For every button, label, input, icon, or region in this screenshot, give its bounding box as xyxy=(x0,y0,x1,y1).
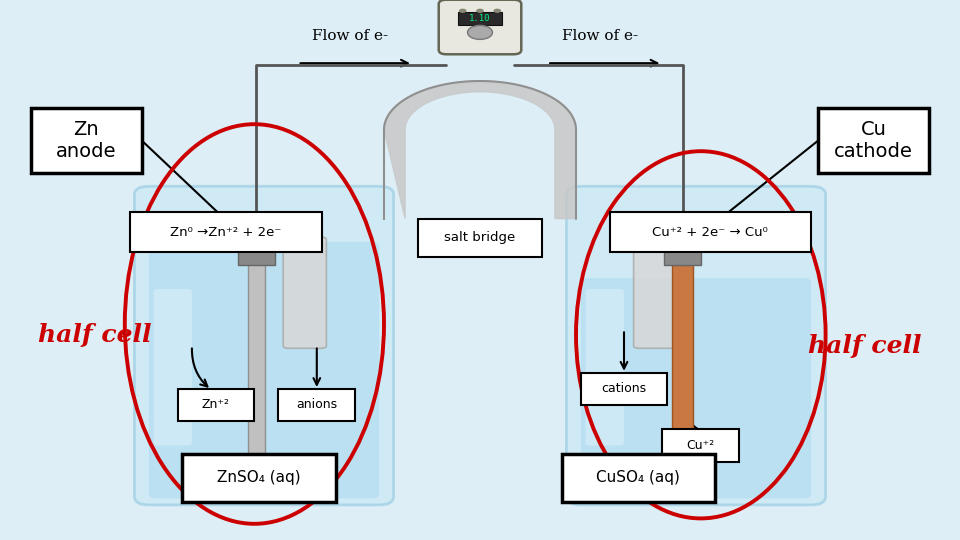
Text: Flow of e-: Flow of e- xyxy=(562,29,638,43)
FancyBboxPatch shape xyxy=(278,389,355,421)
FancyBboxPatch shape xyxy=(586,289,624,446)
Polygon shape xyxy=(384,81,576,219)
FancyBboxPatch shape xyxy=(610,212,811,252)
Text: Zn⁺²: Zn⁺² xyxy=(202,399,230,411)
FancyBboxPatch shape xyxy=(662,429,739,462)
FancyBboxPatch shape xyxy=(418,219,542,256)
FancyBboxPatch shape xyxy=(149,242,379,498)
FancyBboxPatch shape xyxy=(238,248,275,265)
FancyBboxPatch shape xyxy=(818,108,929,173)
FancyBboxPatch shape xyxy=(134,186,394,505)
Text: CuSO₄ (aq): CuSO₄ (aq) xyxy=(596,470,681,485)
Text: half cell: half cell xyxy=(38,323,152,347)
Text: 1.10: 1.10 xyxy=(469,14,491,23)
FancyBboxPatch shape xyxy=(562,454,715,502)
Circle shape xyxy=(493,9,501,13)
FancyBboxPatch shape xyxy=(130,212,322,252)
Text: Cu⁺² + 2e⁻ → Cu⁰: Cu⁺² + 2e⁻ → Cu⁰ xyxy=(653,226,768,239)
Text: anions: anions xyxy=(297,399,337,411)
Text: Flow of e-: Flow of e- xyxy=(312,29,389,43)
FancyBboxPatch shape xyxy=(566,186,826,505)
FancyBboxPatch shape xyxy=(634,237,677,348)
Text: salt bridge: salt bridge xyxy=(444,231,516,244)
Circle shape xyxy=(476,9,484,13)
Text: Cu
cathode: Cu cathode xyxy=(834,120,913,161)
FancyBboxPatch shape xyxy=(154,289,192,446)
Text: ZnSO₄ (aq): ZnSO₄ (aq) xyxy=(217,470,301,485)
Text: half cell: half cell xyxy=(808,334,922,357)
FancyBboxPatch shape xyxy=(178,389,254,421)
FancyBboxPatch shape xyxy=(581,278,811,498)
FancyBboxPatch shape xyxy=(31,108,142,173)
FancyBboxPatch shape xyxy=(664,248,701,265)
FancyBboxPatch shape xyxy=(672,254,693,481)
FancyBboxPatch shape xyxy=(439,0,521,55)
Text: Cu⁺²: Cu⁺² xyxy=(686,439,715,452)
FancyBboxPatch shape xyxy=(182,454,336,502)
FancyBboxPatch shape xyxy=(581,373,667,405)
Text: Zn⁰ →Zn⁺² + 2e⁻: Zn⁰ →Zn⁺² + 2e⁻ xyxy=(170,226,281,239)
FancyBboxPatch shape xyxy=(248,254,265,481)
Circle shape xyxy=(459,9,467,13)
FancyBboxPatch shape xyxy=(283,237,326,348)
Circle shape xyxy=(468,25,492,39)
FancyBboxPatch shape xyxy=(458,12,502,25)
Text: cations: cations xyxy=(601,382,647,395)
Text: Zn
anode: Zn anode xyxy=(56,120,117,161)
